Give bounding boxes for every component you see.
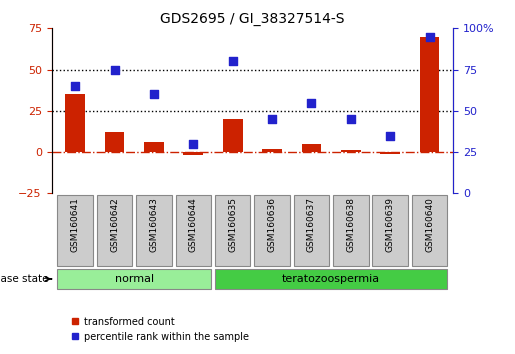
FancyBboxPatch shape [176,195,211,266]
FancyBboxPatch shape [215,195,250,266]
Point [425,34,434,39]
Bar [183,152,203,155]
Bar [105,132,124,152]
FancyBboxPatch shape [333,195,369,266]
FancyBboxPatch shape [57,195,93,266]
Bar [223,119,243,152]
FancyBboxPatch shape [294,195,329,266]
Point [268,116,276,122]
Bar [302,144,321,152]
Text: disease state: disease state [0,274,52,284]
Bar [144,142,164,152]
Point [229,58,237,64]
FancyBboxPatch shape [372,195,408,266]
FancyBboxPatch shape [412,195,448,266]
Bar [381,152,400,154]
Text: GSM160636: GSM160636 [267,197,277,252]
Bar [341,150,360,152]
Point [150,91,158,97]
Text: GSM160643: GSM160643 [149,197,159,252]
Text: GSM160642: GSM160642 [110,197,119,252]
Point [71,83,79,89]
FancyBboxPatch shape [254,195,290,266]
FancyBboxPatch shape [57,269,211,289]
FancyBboxPatch shape [215,269,448,289]
Text: GSM160637: GSM160637 [307,197,316,252]
Bar [420,36,439,152]
Text: GSM160641: GSM160641 [71,197,80,252]
Text: GSM160635: GSM160635 [228,197,237,252]
FancyBboxPatch shape [136,195,171,266]
Text: teratozoospermia: teratozoospermia [282,274,380,284]
Bar [262,149,282,152]
Point [110,67,118,73]
FancyBboxPatch shape [97,195,132,266]
Bar [65,94,85,152]
Text: GSM160644: GSM160644 [189,197,198,252]
Legend: transformed count, percentile rank within the sample: transformed count, percentile rank withi… [66,313,253,346]
Text: GSM160639: GSM160639 [386,197,394,252]
Point [189,141,197,147]
Title: GDS2695 / GI_38327514-S: GDS2695 / GI_38327514-S [160,12,345,26]
Text: normal: normal [115,274,154,284]
Point [347,116,355,122]
Point [386,133,394,138]
Point [307,100,316,105]
Text: GSM160640: GSM160640 [425,197,434,252]
Text: GSM160638: GSM160638 [346,197,355,252]
